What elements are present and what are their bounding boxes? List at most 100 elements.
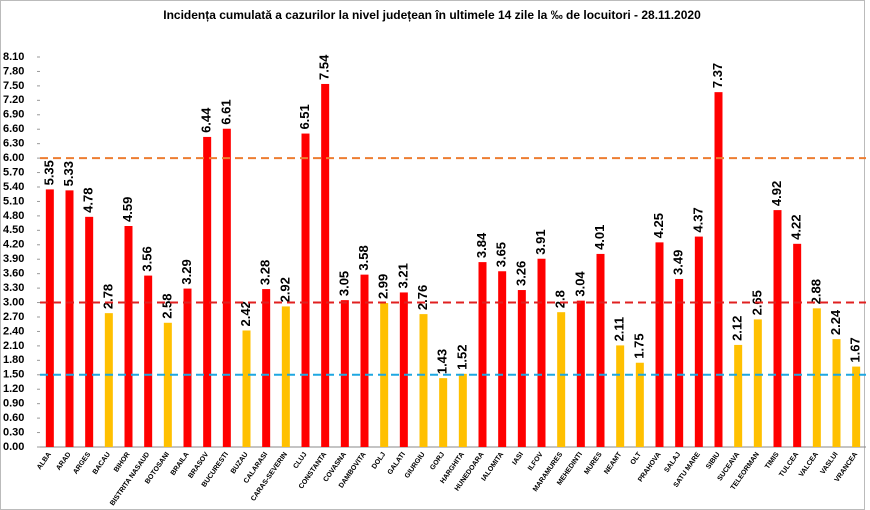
y-tick-label: 3.00 (3, 296, 24, 308)
value-label: 2.92 (277, 277, 292, 302)
bar (203, 136, 212, 448)
y-tick-label: 5.10 (3, 195, 24, 207)
bar (222, 128, 231, 448)
y-tick-label: 7.50 (3, 80, 24, 92)
bar (832, 339, 841, 447)
y-tick-label: 0.60 (3, 412, 24, 424)
bar (301, 133, 310, 448)
y-tick-label: 3.30 (3, 282, 24, 294)
y-tick-label: 5.40 (3, 181, 24, 193)
y-tick-label: 5.70 (3, 166, 24, 178)
y-tick-label: 2.40 (3, 325, 24, 337)
bar (753, 319, 762, 447)
bar (635, 362, 644, 447)
y-tick-label: 4.50 (3, 224, 24, 236)
value-label: 2.24 (828, 309, 843, 335)
value-label: 3.05 (336, 271, 351, 296)
value-label: 3.84 (474, 232, 489, 258)
y-tick-label: 4.80 (3, 210, 24, 222)
value-label: 4.37 (690, 207, 705, 232)
bar (498, 271, 507, 447)
bar (478, 262, 487, 447)
bar (675, 278, 684, 447)
y-tick-label: 8.10 (3, 51, 24, 63)
bar (557, 312, 566, 447)
y-tick-label: 0.30 (3, 426, 24, 438)
value-label: 3.91 (533, 229, 548, 254)
bar (458, 373, 467, 447)
y-tick-label: 2.10 (3, 340, 24, 352)
value-label: 1.75 (631, 333, 646, 358)
y-tick-label: 7.80 (3, 65, 24, 77)
bar (340, 300, 349, 447)
value-label: 3.56 (140, 246, 155, 271)
value-label: 1.43 (435, 349, 450, 374)
y-tick-label: 6.30 (3, 138, 24, 150)
value-label: 5.35 (41, 160, 56, 185)
bar (793, 243, 802, 447)
y-tick-label: 6.00 (3, 152, 24, 164)
value-label: 4.22 (789, 215, 804, 240)
value-label: 3.21 (395, 263, 410, 288)
y-tick-label: 7.20 (3, 94, 24, 106)
value-label: 2.99 (376, 274, 391, 299)
bar (321, 83, 330, 448)
bar (163, 322, 172, 447)
value-label: 3.26 (513, 261, 528, 286)
y-tick-label: 2.70 (3, 311, 24, 323)
bar (45, 189, 54, 447)
bar (596, 253, 605, 447)
bar (616, 345, 625, 447)
value-label: 4.92 (769, 181, 784, 206)
chart-title: Incidența cumulată a cazurilor la nivel … (163, 8, 701, 22)
y-tick-label: 6.90 (3, 109, 24, 121)
value-label: 2.58 (159, 293, 174, 318)
bar (419, 314, 428, 447)
y-tick-label: 3.60 (3, 268, 24, 280)
y-tick-label: 0.00 (3, 441, 24, 453)
bar (124, 226, 133, 447)
value-label: 3.49 (671, 250, 686, 275)
bar (734, 344, 743, 447)
value-label: 4.59 (120, 197, 135, 222)
y-tick-label: 1.20 (3, 383, 24, 395)
value-label: 6.44 (199, 107, 214, 133)
value-label: 3.58 (356, 245, 371, 270)
bar (65, 190, 74, 448)
value-label: 3.29 (179, 259, 194, 284)
bar (655, 242, 664, 447)
value-label: 1.52 (454, 345, 469, 370)
bar (281, 306, 290, 447)
bar (399, 292, 408, 447)
value-label: 2.8 (553, 290, 568, 308)
bar (242, 330, 251, 447)
y-tick-label: 3.90 (3, 253, 24, 265)
bar (183, 288, 192, 447)
value-label: 5.33 (61, 161, 76, 186)
value-label: 2.78 (100, 284, 115, 309)
value-label: 3.65 (494, 242, 509, 267)
value-label: 4.25 (651, 213, 666, 238)
value-label: 1.67 (848, 337, 863, 362)
bar (104, 313, 113, 447)
value-label: 2.88 (808, 279, 823, 304)
value-label: 2.11 (612, 317, 627, 342)
value-label: 6.61 (218, 99, 233, 124)
y-tick-label: 1.50 (3, 369, 24, 381)
y-tick-label: 4.20 (3, 239, 24, 251)
bar (773, 210, 782, 447)
bar (852, 366, 861, 447)
bar (714, 92, 723, 448)
value-label: 2.42 (238, 301, 253, 326)
y-tick-label: 0.90 (3, 398, 24, 410)
value-label: 2.12 (730, 316, 745, 341)
value-label: 4.01 (592, 225, 607, 250)
bar (537, 258, 546, 447)
bar (85, 216, 94, 447)
bar (517, 290, 526, 447)
y-tick-label: 6.60 (3, 123, 24, 135)
value-label: 7.37 (710, 63, 725, 88)
value-label: 3.04 (572, 271, 587, 297)
bar (262, 289, 271, 447)
